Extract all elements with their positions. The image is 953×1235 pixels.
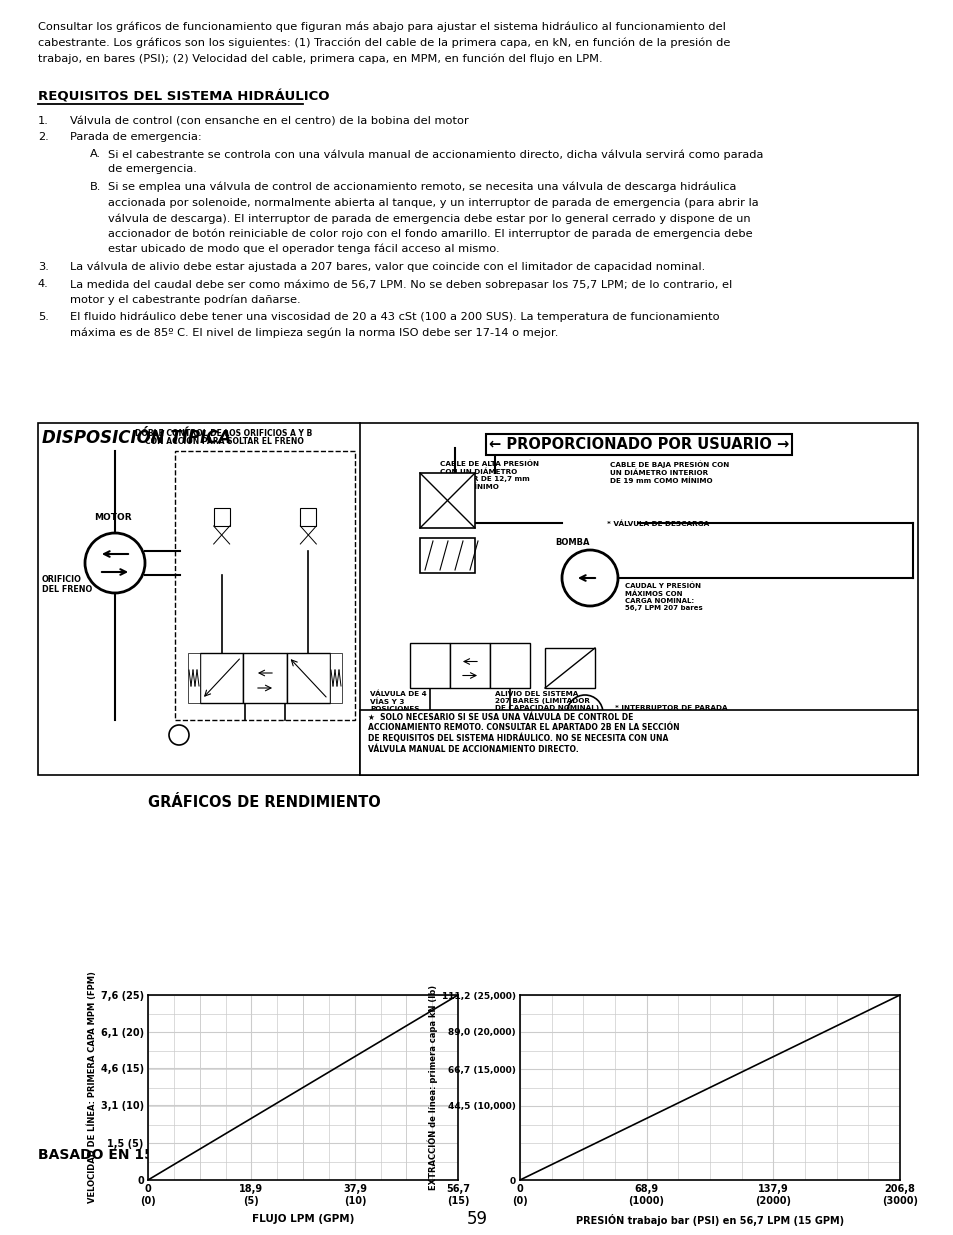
Text: 1.: 1. bbox=[38, 116, 49, 126]
Text: 5.: 5. bbox=[38, 312, 49, 322]
Bar bbox=[300, 508, 316, 526]
Text: * VÁLVULA DE DESCARGA: * VÁLVULA DE DESCARGA bbox=[606, 521, 708, 527]
Text: CABLE DE ALTA PRESIÓN
CON UN DIÁMETRO
INTERIOR DE 12,7 mm
COMO MÍNIMO: CABLE DE ALTA PRESIÓN CON UN DIÁMETRO IN… bbox=[439, 461, 538, 490]
Text: A.: A. bbox=[90, 149, 101, 159]
Text: estar ubicado de modo que el operador tenga fácil acceso al mismo.: estar ubicado de modo que el operador te… bbox=[108, 245, 499, 254]
Text: El fluido hidráulico debe tener una viscosidad de 20 a 43 cSt (100 a 200 SUS). L: El fluido hidráulico debe tener una visc… bbox=[70, 312, 719, 322]
Text: BASADO EN 157 CC (9.6 EN CU) MOTOR: BASADO EN 157 CC (9.6 EN CU) MOTOR bbox=[38, 1149, 346, 1162]
Text: accionada por solenoide, normalmente abierta al tanque, y un interruptor de para: accionada por solenoide, normalmente abi… bbox=[108, 198, 758, 207]
Text: Si el cabestrante se controla con una válvula manual de accionamiento directo, d: Si el cabestrante se controla con una vá… bbox=[108, 149, 762, 159]
Text: motor y el cabestrante podrían dañarse.: motor y el cabestrante podrían dañarse. bbox=[70, 294, 300, 305]
Text: MOTOR: MOTOR bbox=[94, 513, 132, 522]
Text: BOMBA: BOMBA bbox=[555, 538, 589, 547]
Text: ★  SOLO NECESARIO SI SE USA UNA VÁLVULA DE CONTROL DE
ACCIONAMIENTO REMOTO. CONS: ★ SOLO NECESARIO SI SE USA UNA VÁLVULA D… bbox=[368, 713, 679, 753]
Bar bbox=[330, 653, 341, 703]
Bar bbox=[174, 451, 355, 720]
Bar bbox=[188, 653, 200, 703]
Text: B.: B. bbox=[90, 182, 101, 191]
Bar bbox=[243, 653, 286, 703]
Bar bbox=[213, 508, 230, 526]
Bar bbox=[419, 538, 475, 573]
Text: ALIVIO DEL SISTEMA
207 BARES (LIMITADOR
DE CAPACIDAD NOMINAL): ALIVIO DEL SISTEMA 207 BARES (LIMITADOR … bbox=[495, 692, 598, 711]
Y-axis label: VELOCIDAD DE LÍNEA: PRIMERA CAPA MPM (FPM): VELOCIDAD DE LÍNEA: PRIMERA CAPA MPM (FP… bbox=[87, 972, 96, 1203]
X-axis label: FLUJO LPM (GPM): FLUJO LPM (GPM) bbox=[252, 1214, 354, 1224]
Bar bbox=[419, 473, 475, 529]
Text: REQUISITOS DEL SISTEMA HIDRÁULICO: REQUISITOS DEL SISTEMA HIDRÁULICO bbox=[38, 90, 329, 103]
Text: Válvula de control (con ensanche en el centro) de la bobina del motor: Válvula de control (con ensanche en el c… bbox=[70, 116, 468, 126]
Bar bbox=[286, 653, 330, 703]
Text: VÁLVULA DE 4
VÍAS Y 3
POSICIONES
(BOBINA DEL MOTOR): VÁLVULA DE 4 VÍAS Y 3 POSICIONES (BOBINA… bbox=[370, 692, 458, 719]
Text: Parada de emergencia:: Parada de emergencia: bbox=[70, 131, 201, 142]
Text: ← PROPORCIONADO POR USUARIO →: ← PROPORCIONADO POR USUARIO → bbox=[488, 437, 788, 452]
Text: ORIFICIO
DEL FRENO: ORIFICIO DEL FRENO bbox=[42, 576, 92, 594]
Bar bbox=[200, 653, 243, 703]
Text: máxima es de 85º C. El nivel de limpieza según la norma ISO debe ser 17-14 o mej: máxima es de 85º C. El nivel de limpieza… bbox=[70, 327, 558, 338]
Text: CABLE DE BAJA PRESIÓN CON
UN DIÁMETRO INTERIOR
DE 19 mm COMO MÍNIMO: CABLE DE BAJA PRESIÓN CON UN DIÁMETRO IN… bbox=[609, 461, 728, 484]
Text: trabajo, en bares (PSI); (2) Velocidad del cable, primera capa, en MPM, en funci: trabajo, en bares (PSI); (2) Velocidad d… bbox=[38, 54, 602, 64]
Bar bbox=[490, 643, 530, 688]
Bar bbox=[410, 643, 450, 688]
Text: GRÁFICOS DE RENDIMIENTO: GRÁFICOS DE RENDIMIENTO bbox=[148, 795, 380, 810]
Bar bbox=[450, 643, 490, 688]
Text: La medida del caudal debe ser como máximo de 56,7 LPM. No se deben sobrepasar lo: La medida del caudal debe ser como máxim… bbox=[70, 279, 732, 289]
Text: válvula de descarga). El interruptor de parada de emergencia debe estar por lo g: válvula de descarga). El interruptor de … bbox=[108, 212, 750, 224]
Text: 3.: 3. bbox=[38, 262, 49, 272]
Bar bbox=[38, 424, 917, 776]
Text: de emergencia.: de emergencia. bbox=[108, 164, 196, 174]
Text: accionador de botón reiniciable de color rojo con el fondo amarillo. El interrup: accionador de botón reiniciable de color… bbox=[108, 228, 752, 240]
X-axis label: PRESIÓN trabajo bar (PSI) en 56,7 LPM (15 GPM): PRESIÓN trabajo bar (PSI) en 56,7 LPM (1… bbox=[576, 1214, 843, 1226]
Text: 2.: 2. bbox=[38, 131, 49, 142]
Text: * INTERRUPTOR DE PARADA
DE EMERGENCIA: * INTERRUPTOR DE PARADA DE EMERGENCIA bbox=[615, 705, 727, 718]
Text: Consultar los gráficos de funcionamiento que figuran más abajo para ajustar el s: Consultar los gráficos de funcionamiento… bbox=[38, 22, 725, 32]
Text: 4.: 4. bbox=[38, 279, 49, 289]
Text: DISPOSICIÓN TÍPICA: DISPOSICIÓN TÍPICA bbox=[42, 429, 231, 447]
Bar bbox=[544, 648, 595, 688]
Text: Si se emplea una válvula de control de accionamiento remoto, se necesita una vál: Si se emplea una válvula de control de a… bbox=[108, 182, 736, 193]
Text: DOBLE CONTROL DE LOS ORIFICIOS A Y B: DOBLE CONTROL DE LOS ORIFICIOS A Y B bbox=[135, 429, 313, 438]
Text: cabestrante. Los gráficos son los siguientes: (1) Tracción del cable de la prime: cabestrante. Los gráficos son los siguie… bbox=[38, 38, 730, 48]
Text: CAUDAL Y PRESIÓN
MÁXIMOS CON
CARGA NOMINAL:
56,7 LPM 207 bares: CAUDAL Y PRESIÓN MÁXIMOS CON CARGA NOMIN… bbox=[624, 583, 702, 611]
Bar bbox=[359, 710, 917, 776]
Text: 59: 59 bbox=[466, 1210, 487, 1228]
Y-axis label: EXTRACCIÓN de línea: primera capa kN (lb): EXTRACCIÓN de línea: primera capa kN (lb… bbox=[427, 986, 437, 1191]
Text: CON ACCIÓN PARA SOLTAR EL FRENO: CON ACCIÓN PARA SOLTAR EL FRENO bbox=[145, 437, 303, 446]
Text: La válvula de alivio debe estar ajustada a 207 bares, valor que coincide con el : La válvula de alivio debe estar ajustada… bbox=[70, 262, 704, 272]
